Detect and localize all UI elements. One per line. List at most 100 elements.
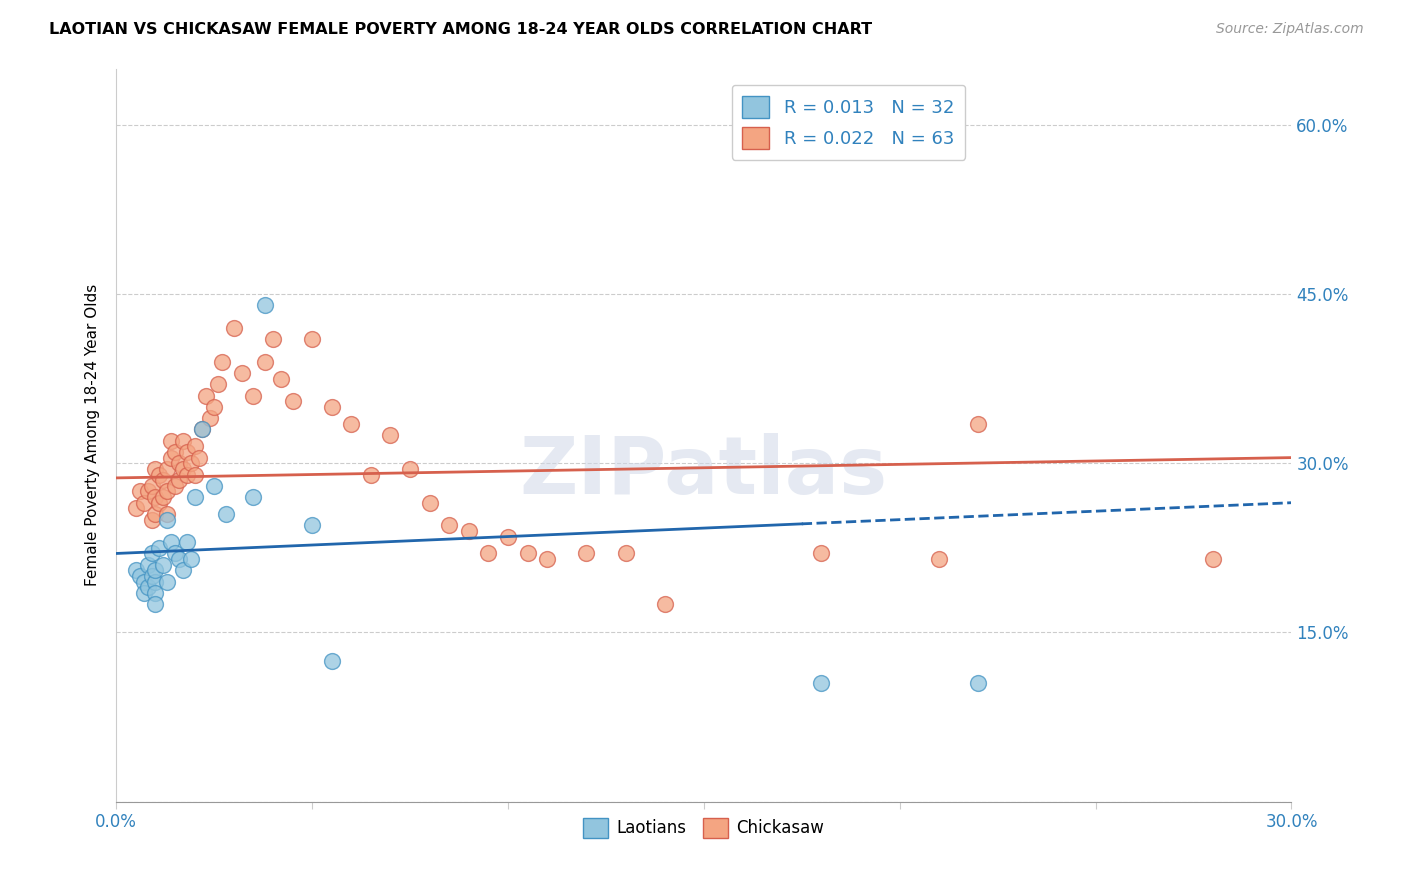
Point (176, 445, 198, 459)
Point (928, 552, 950, 566)
Point (496, 530, 519, 544)
Point (810, 676, 832, 690)
Point (477, 546, 499, 560)
Point (614, 546, 637, 560)
Point (262, 332, 284, 346)
Point (321, 654, 343, 668)
Point (163, 445, 186, 459)
Point (810, 546, 832, 560)
Point (145, 574, 167, 589)
Point (167, 456, 190, 470)
Point (136, 580, 159, 594)
Point (145, 597, 167, 611)
Point (145, 507, 167, 521)
Point (380, 428, 402, 442)
Point (654, 597, 676, 611)
Point (156, 507, 179, 521)
Point (160, 535, 183, 549)
Point (242, 388, 264, 402)
Point (183, 439, 205, 453)
Point (163, 479, 186, 493)
Point (141, 546, 163, 560)
Point (125, 563, 148, 577)
Point (399, 462, 422, 476)
Point (254, 355, 277, 369)
Point (148, 496, 170, 510)
Point (148, 467, 170, 482)
Point (242, 490, 264, 504)
Point (301, 518, 323, 533)
Point (167, 473, 190, 487)
Point (148, 541, 170, 555)
Point (156, 462, 179, 476)
Point (439, 518, 461, 533)
Point (141, 479, 163, 493)
Point (145, 563, 167, 577)
Point (516, 546, 538, 560)
Point (160, 434, 183, 448)
Point (202, 479, 225, 493)
Point (211, 355, 233, 369)
Point (222, 321, 245, 335)
Point (207, 377, 229, 392)
Text: ZIPatlas: ZIPatlas (520, 433, 889, 511)
Point (191, 422, 214, 436)
Point (156, 513, 179, 527)
Point (132, 574, 155, 589)
Point (202, 400, 225, 414)
Point (575, 546, 598, 560)
Point (1202, 552, 1225, 566)
Point (301, 332, 323, 346)
Point (176, 535, 198, 549)
Point (172, 434, 194, 448)
Point (145, 462, 167, 476)
Point (132, 496, 155, 510)
Point (152, 558, 174, 572)
Point (231, 366, 253, 380)
Point (180, 552, 202, 566)
Text: LAOTIAN VS CHICKASAW FEMALE POVERTY AMONG 18-24 YEAR OLDS CORRELATION CHART: LAOTIAN VS CHICKASAW FEMALE POVERTY AMON… (49, 22, 872, 37)
Point (172, 563, 194, 577)
Point (536, 552, 558, 566)
Point (200, 411, 222, 425)
Point (195, 388, 218, 402)
Point (183, 467, 205, 482)
Point (254, 298, 277, 312)
Point (125, 501, 148, 516)
Point (163, 546, 186, 560)
Point (270, 372, 292, 386)
Point (360, 467, 382, 482)
Legend: Laotians, Chickasaw: Laotians, Chickasaw (576, 811, 831, 845)
Text: Source: ZipAtlas.com: Source: ZipAtlas.com (1216, 22, 1364, 37)
Point (457, 524, 479, 538)
Point (215, 507, 238, 521)
Point (141, 569, 163, 583)
Y-axis label: Female Poverty Among 18-24 Year Olds: Female Poverty Among 18-24 Year Olds (86, 284, 100, 586)
Point (167, 552, 190, 566)
Point (183, 490, 205, 504)
Point (180, 456, 202, 470)
Point (128, 484, 150, 499)
Point (152, 490, 174, 504)
Point (136, 484, 159, 499)
Point (281, 394, 304, 409)
Point (128, 569, 150, 583)
Point (419, 496, 441, 510)
Point (160, 450, 183, 465)
Point (156, 574, 179, 589)
Point (136, 558, 159, 572)
Point (187, 450, 209, 465)
Point (191, 422, 214, 436)
Point (152, 473, 174, 487)
Point (967, 676, 990, 690)
Point (145, 490, 167, 504)
Point (132, 586, 155, 600)
Point (321, 400, 343, 414)
Point (156, 484, 179, 499)
Point (141, 513, 163, 527)
Point (176, 467, 198, 482)
Point (172, 462, 194, 476)
Point (340, 417, 363, 431)
Point (967, 417, 990, 431)
Point (145, 586, 167, 600)
